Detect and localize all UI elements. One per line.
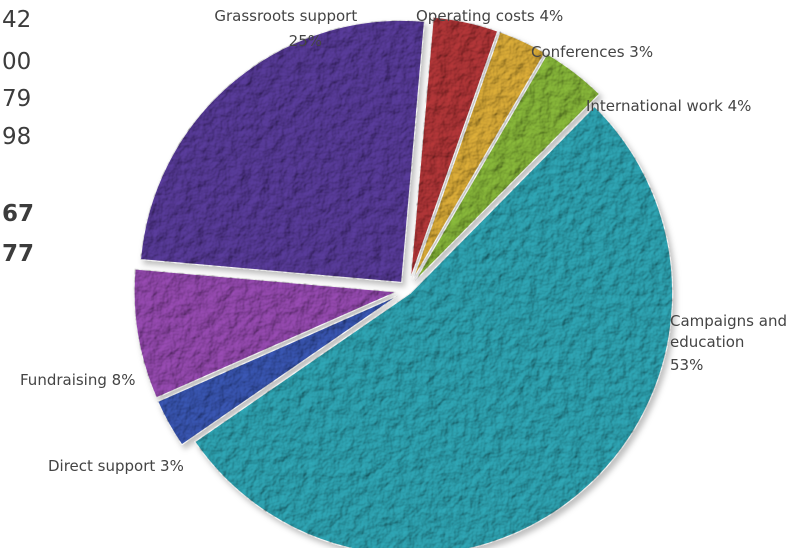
label-international-work: International work 4%	[586, 97, 751, 115]
slice-direct-support	[157, 295, 398, 446]
left-number-6: 77	[2, 241, 34, 267]
pie-slices-group	[133, 16, 673, 548]
left-number-3: 79	[2, 86, 31, 112]
left-column-numbers: 42 00 79 98 67 77	[2, 7, 34, 267]
left-number-4: 98	[2, 124, 31, 150]
slice-international-work	[414, 53, 600, 281]
slice-conferences	[412, 31, 546, 280]
label-direct-support: Direct support 3%	[48, 457, 184, 475]
left-number-5: 67	[2, 201, 34, 227]
slice-grassroots-support	[140, 19, 425, 283]
slice-operating-costs	[410, 16, 499, 279]
label-conferences: Conferences 3%	[531, 43, 653, 61]
label-operating-costs: Operating costs 4%	[416, 7, 563, 25]
left-number-2: 00	[2, 49, 31, 75]
label-grassroots-support: Grassroots support 25%	[214, 7, 362, 50]
left-number-1: 42	[2, 7, 31, 33]
label-fundraising: Fundraising 8%	[20, 371, 135, 389]
slice-campaigns-and-education	[194, 105, 673, 548]
slice-labels: Grassroots support 25% Operating costs 4…	[20, 7, 792, 475]
label-campaigns-and-education: Campaigns and education 53%	[670, 312, 792, 374]
slice-fundraising	[133, 268, 397, 399]
